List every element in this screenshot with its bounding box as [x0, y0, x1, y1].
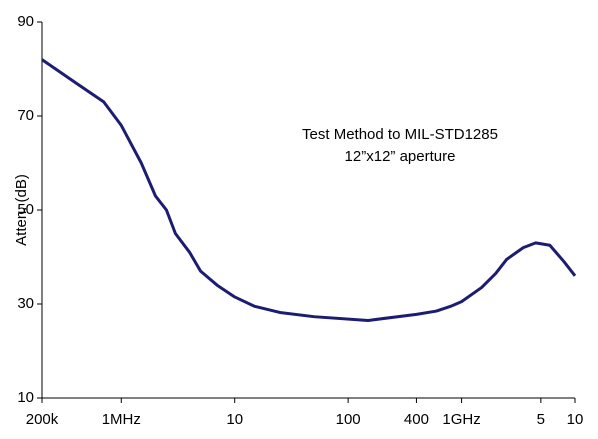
- x-tick-label: 10: [226, 411, 243, 428]
- annotation: 12”x12” aperture: [345, 148, 456, 165]
- x-tick-label: 10: [567, 411, 584, 428]
- x-tick-label: 5: [537, 411, 545, 428]
- y-axis-label: Atten. (dB): [13, 174, 30, 246]
- y-tick-label: 70: [17, 107, 34, 124]
- y-tick-label: 10: [17, 389, 34, 406]
- x-tick-label: 100: [336, 411, 361, 428]
- y-tick-label: 90: [17, 13, 34, 30]
- x-tick-label: 1MHz: [102, 411, 141, 428]
- y-tick-label: 30: [17, 295, 34, 312]
- y-tick-label: 50: [17, 201, 34, 218]
- x-tick-label: 200k: [26, 411, 59, 428]
- line: [41, 58, 577, 322]
- x-tick-label: 400: [404, 411, 429, 428]
- x-tick-label: 1GHz: [442, 411, 480, 428]
- annotation: Test Method to MIL-STD1285: [302, 126, 498, 143]
